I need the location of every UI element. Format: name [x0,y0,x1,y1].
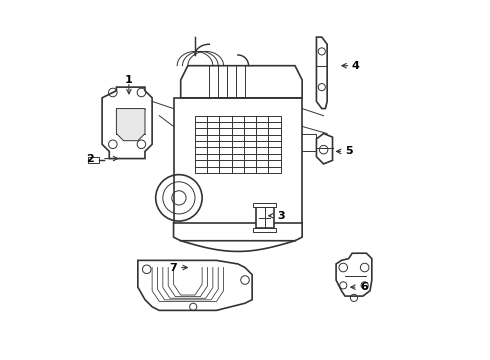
Polygon shape [317,37,327,109]
Text: 6: 6 [361,282,368,292]
Text: 5: 5 [345,147,352,157]
Bar [88,157,98,163]
Text: 1: 1 [125,75,133,85]
Bar [253,203,276,207]
Text: 4: 4 [352,61,360,71]
Polygon shape [138,260,252,310]
Polygon shape [173,98,302,223]
Polygon shape [336,253,372,296]
Polygon shape [117,109,145,141]
Polygon shape [102,87,152,158]
Polygon shape [181,66,302,98]
Polygon shape [317,134,333,164]
Text: 3: 3 [277,211,285,221]
Text: 2: 2 [86,154,94,163]
Bar [195,116,281,173]
Bar [253,228,276,232]
Bar [256,207,273,228]
Text: 7: 7 [170,262,177,273]
